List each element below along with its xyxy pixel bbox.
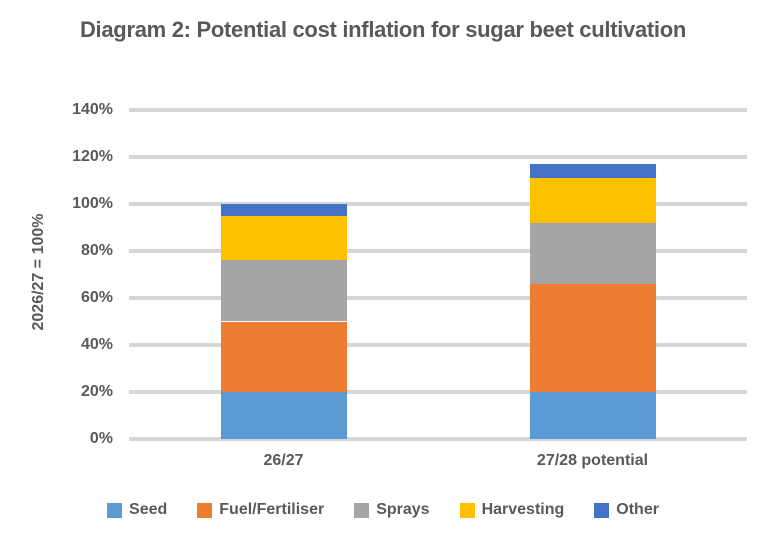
gridline-100 (129, 202, 747, 206)
bar-segment-fuel-fertiliser-0 (220, 321, 347, 392)
bar-segment-harvesting-0 (220, 215, 347, 261)
chart-title: Diagram 2: Potential cost inflation for … (0, 12, 766, 47)
bar-segment-other-1 (529, 164, 656, 179)
legend-swatch-icon (197, 502, 213, 518)
bar-segment-seed-1 (529, 392, 656, 439)
legend-item-sprays: Sprays (354, 501, 430, 519)
x-tick-label-1: 27/28 potential (536, 452, 649, 469)
y-tick-label-40: 40% (80, 336, 113, 353)
legend-label: Harvesting (481, 501, 565, 518)
bar-segment-seed-0 (220, 392, 347, 439)
y-tick-label-20: 20% (80, 383, 113, 400)
y-tick-label-80: 80% (80, 242, 113, 259)
legend-item-seed: Seed (107, 501, 167, 519)
legend-swatch-icon (107, 502, 123, 518)
legend-item-harvesting: Harvesting (459, 501, 565, 519)
legend-label: Seed (129, 501, 168, 518)
gridline-40 (129, 343, 747, 347)
legend-label: Other (616, 501, 659, 518)
bar-segment-sprays-1 (529, 222, 656, 284)
y-tick-label-0: 0% (89, 430, 113, 447)
gridline-60 (129, 296, 747, 300)
y-tick-label-120: 120% (72, 148, 113, 165)
bar-segment-other-0 (220, 204, 347, 216)
y-tick-label-60: 60% (80, 289, 113, 306)
gridline-80 (129, 249, 747, 253)
chart-title-text: Diagram 2: Potential cost inflation for … (79, 17, 687, 42)
legend-item-fuel-fertiliser: Fuel/Fertiliser (197, 501, 324, 519)
legend-item-other: Other (594, 501, 659, 519)
legend-swatch-icon (354, 502, 370, 518)
legend-swatch-icon (594, 502, 610, 518)
gridline-20 (129, 390, 747, 394)
x-tick-label-0: 26/27 (263, 452, 304, 469)
bar-segment-fuel-fertiliser-1 (529, 283, 656, 392)
gridline-120 (129, 155, 747, 159)
y-tick-label-100: 100% (72, 195, 113, 212)
gridline-0 (129, 437, 747, 441)
gridline-140 (129, 108, 747, 112)
legend-swatch-icon (459, 502, 475, 518)
bar-segment-harvesting-1 (529, 178, 656, 223)
y-tick-label-140: 140% (72, 101, 113, 118)
bar-segment-sprays-0 (220, 260, 347, 322)
legend-label: Fuel/Fertiliser (219, 501, 325, 518)
legend-label: Sprays (376, 501, 430, 518)
legend: Seed Fuel/Fertiliser Sprays Harvesting Other (0, 501, 766, 519)
